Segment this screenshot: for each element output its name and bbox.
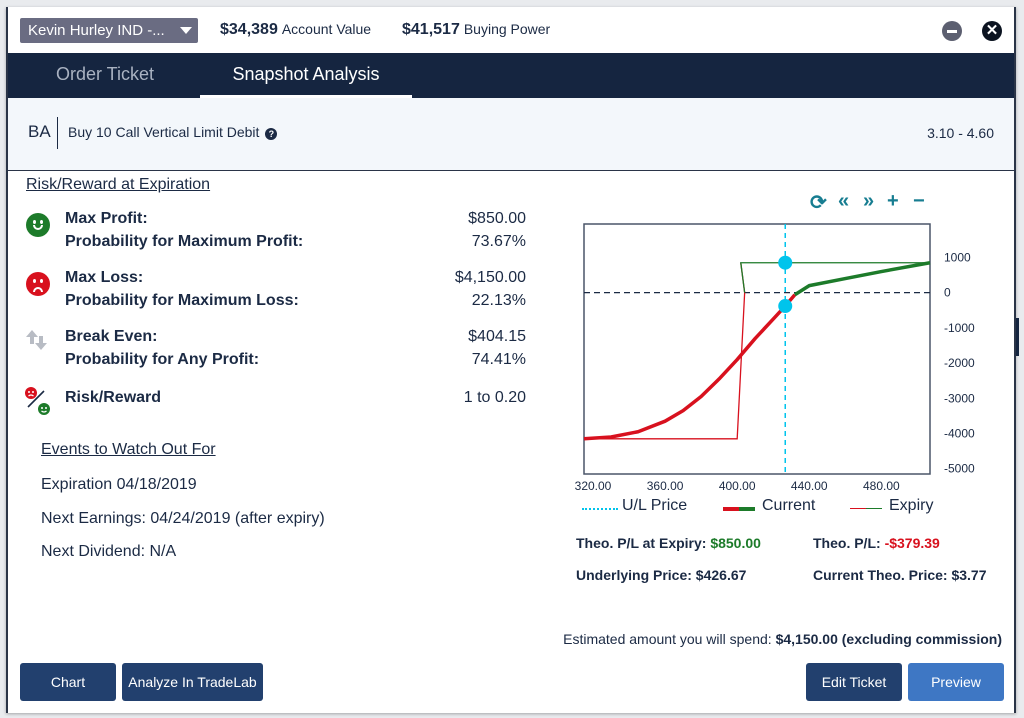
help-icon[interactable]: ?: [265, 128, 278, 140]
account-value: $34,389 Account Value: [220, 21, 371, 39]
tab-bar: Order Ticket Snapshot Analysis: [8, 53, 1014, 98]
events-title: Events to Watch Out For: [41, 441, 216, 458]
zoom-out-icon[interactable]: −: [913, 190, 925, 212]
prob-max-loss-value: 22.13%: [471, 292, 526, 309]
preview-button[interactable]: Preview: [908, 663, 1004, 701]
y-tick-label: -4000: [944, 427, 975, 441]
account-name: Kevin Hurley IND -...: [28, 22, 165, 39]
chart-button[interactable]: Chart: [20, 663, 116, 701]
risk-reward-title: Risk/Reward at Expiration: [26, 176, 211, 193]
tab-snapshot-analysis[interactable]: Snapshot Analysis: [200, 53, 412, 98]
risk-reward-label: Risk/Reward: [65, 389, 162, 406]
up-down-arrows-icon: [26, 330, 47, 350]
account-value-amount: $34,389: [220, 21, 278, 38]
legend-ul-swatch: [582, 508, 618, 510]
zoom-in-icon[interactable]: +: [887, 190, 899, 212]
plot-area: [583, 223, 931, 475]
buying-power: $41,517 Buying Power: [402, 21, 550, 39]
rewind-icon[interactable]: «: [838, 190, 850, 212]
legend-expiry-swatch-red: [850, 508, 866, 509]
frown-icon: [26, 272, 50, 296]
y-tick-label: -1000: [944, 321, 975, 335]
y-tick-label: -2000: [944, 356, 975, 370]
risk-reward-ratio-icon: [25, 387, 50, 415]
legend-expiry: Expiry: [889, 497, 934, 514]
max-profit-label: Max Profit:: [65, 210, 148, 227]
estimated-spend: Estimated amount you will spend: $4,150.…: [563, 631, 1002, 647]
prob-max-profit-value: 73.67%: [471, 233, 526, 250]
prob-any-profit-label: Probability for Any Profit:: [65, 351, 260, 368]
event-earnings: Next Earnings: 04/24/2019 (after expiry): [41, 510, 325, 527]
caret-down-icon: [180, 27, 192, 34]
account-dropdown[interactable]: Kevin Hurley IND -...: [20, 18, 198, 43]
prob-max-loss-label: Probability for Maximum Loss:: [65, 292, 299, 309]
y-tick-label: 0: [944, 286, 951, 300]
analyze-tradelab-button[interactable]: Analyze In TradeLab: [122, 663, 263, 701]
x-tick-label: 440.00: [791, 479, 828, 493]
legend-current: Current: [762, 497, 816, 514]
edit-ticket-button[interactable]: Edit Ticket: [806, 663, 902, 701]
account-bar: Kevin Hurley IND -... $34,389 Account Val…: [8, 7, 1014, 53]
legend-ul-price: U/L Price: [622, 497, 688, 514]
expiry-line-profit: [740, 262, 930, 293]
legend-expiry-swatch-green: [866, 508, 882, 509]
order-description: Buy 10 Call Vertical Limit Debit?: [68, 124, 278, 140]
symbol: BA: [28, 122, 51, 141]
theo-pl: Theo. P/L: -$379.39: [813, 535, 940, 551]
snapshot-window: Kevin Hurley IND -... $34,389 Account Val…: [6, 7, 1016, 713]
order-description-text: Buy 10 Call Vertical Limit Debit: [68, 124, 260, 140]
current-line-loss: [583, 293, 797, 441]
event-expiration: Expiration 04/18/2019: [41, 476, 197, 493]
divider: [57, 117, 58, 149]
x-tick-label: 320.00: [575, 479, 612, 493]
smile-icon: [26, 213, 50, 237]
max-loss-value: $4,150.00: [454, 269, 526, 286]
break-even-value: $404.15: [468, 328, 526, 345]
theo-pl-expiry-label: Theo. P/L at Expiry:: [576, 535, 707, 551]
refresh-icon[interactable]: ⟳: [810, 192, 827, 214]
y-tick-label: -3000: [944, 391, 975, 405]
theo-pl-expiry: Theo. P/L at Expiry: $850.00: [576, 535, 761, 551]
prob-max-profit-label: Probability for Maximum Profit:: [65, 233, 304, 250]
current-theo-price: Current Theo. Price: $3.77: [813, 567, 987, 583]
spend-value: $4,150.00 (excluding commission): [775, 631, 1002, 647]
current-line-profit: [793, 261, 931, 297]
tab-order-ticket[interactable]: Order Ticket: [55, 64, 155, 84]
scrollbar[interactable]: [1016, 318, 1019, 356]
legend-current-swatch-red: [723, 507, 739, 511]
x-tick-label: 360.00: [647, 479, 684, 493]
max-profit-value: $850.00: [468, 210, 526, 227]
y-tick-label: 1000: [944, 250, 971, 264]
order-summary: BA Buy 10 Call Vertical Limit Debit? 3.1…: [8, 98, 1014, 171]
buying-power-label: Buying Power: [463, 21, 551, 37]
account-value-label: Account Value: [281, 21, 372, 37]
minimize-icon[interactable]: [942, 21, 962, 41]
x-tick-label: 400.00: [719, 479, 756, 493]
forward-icon[interactable]: »: [863, 190, 875, 212]
theo-pl-value: -$379.39: [884, 535, 940, 551]
prob-any-profit-value: 74.41%: [471, 351, 526, 368]
spend-label: Estimated amount you will spend:: [563, 631, 772, 647]
price-range: 3.10 - 4.60: [927, 125, 994, 141]
break-even-label: Break Even:: [65, 328, 158, 345]
theo-pl-label: Theo. P/L:: [813, 535, 881, 551]
max-loss-label: Max Loss:: [65, 269, 144, 286]
current-marker: [778, 299, 793, 314]
legend-current-swatch-green: [739, 507, 755, 511]
expiry-marker: [778, 255, 793, 270]
pl-chart[interactable]: 320.00 360.00 400.00 440.00 480.00 1000 0 -1000…: [568, 217, 1008, 502]
underlying-price: Underlying Price: $426.67: [576, 567, 747, 583]
close-icon[interactable]: ✕: [982, 21, 1002, 41]
event-dividend: Next Dividend: N/A: [41, 543, 177, 560]
buying-power-amount: $41,517: [402, 21, 460, 38]
risk-reward-value: 1 to 0.20: [463, 389, 526, 406]
x-tick-label: 480.00: [863, 479, 900, 493]
theo-pl-expiry-value: $850.00: [710, 535, 761, 551]
y-tick-label: -5000: [944, 462, 975, 476]
